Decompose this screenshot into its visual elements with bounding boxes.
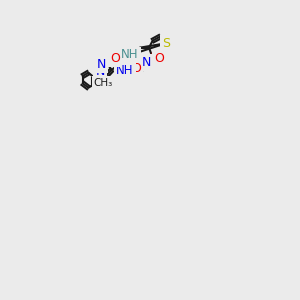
Text: CH₃: CH₃: [94, 78, 113, 88]
Text: N: N: [96, 58, 106, 71]
Text: NH: NH: [116, 64, 134, 76]
Text: N: N: [142, 56, 152, 69]
Text: O: O: [110, 52, 120, 65]
Text: O: O: [131, 62, 141, 76]
Text: N: N: [95, 65, 105, 78]
Text: S: S: [162, 37, 170, 50]
Text: NH: NH: [121, 49, 139, 62]
Text: O: O: [154, 52, 164, 65]
